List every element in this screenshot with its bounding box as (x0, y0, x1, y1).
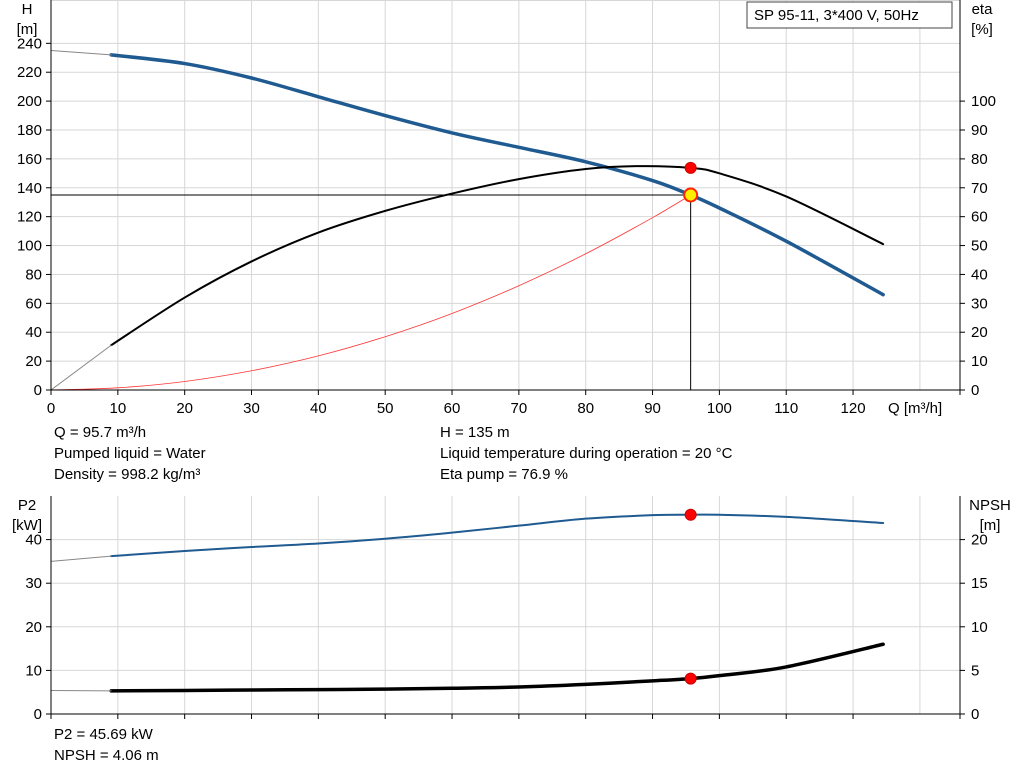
top-series-2-line (110, 165, 885, 347)
npsh-axis-unit: [m] (980, 517, 1001, 534)
p2-axis-unit: [kW] (12, 517, 42, 534)
h-axis-unit: [m] (17, 21, 38, 38)
info-line: NPSH = 4.06 m (54, 747, 159, 764)
bottom-info-col-0: P2 = 45.69 kW NPSH = 4.06 m (54, 724, 159, 766)
top-right-tick-label: 10 (971, 353, 988, 370)
top-right-tick-label: 20 (971, 324, 988, 341)
top-series-0-line (109, 53, 885, 297)
top-x-tick-label: 70 (511, 400, 528, 417)
bottom-left-tick-label: 40 (25, 532, 42, 549)
top-left-tick-label: 20 (25, 353, 42, 370)
eta-duty-point (684, 161, 697, 174)
bottom-left-tick-label: 10 (25, 662, 42, 679)
info-line: H = 135 m (440, 424, 510, 441)
top-left-tick-label: 40 (25, 324, 42, 341)
top-x-tick-label: 20 (176, 400, 193, 417)
top-right-tick-label: 0 (971, 382, 979, 399)
top-x-tick-label: 120 (841, 400, 866, 417)
top-series-3-line (50, 344, 112, 391)
top-series-4-line (50, 194, 692, 391)
bottom-series-0-line (110, 513, 885, 558)
top-right-tick-label: 50 (971, 238, 988, 255)
top-x-tick-label: 100 (707, 400, 732, 417)
chart-title-box: SP 95-11, 3*400 V, 50Hz (746, 1, 953, 29)
top-left-tick-label: 200 (17, 93, 42, 110)
p2-axis-title: P2 (18, 497, 36, 514)
top-left-tick-label: 140 (17, 180, 42, 197)
info-line: Liquid temperature during operation = 20… (440, 445, 733, 462)
top-right-tick-label: 100 (971, 93, 996, 110)
info-line: Pumped liquid = Water (54, 445, 206, 462)
chart-title: SP 95-11, 3*400 V, 50Hz (754, 7, 919, 24)
top-x-tick-label: 90 (644, 400, 661, 417)
npsh-duty-point (684, 672, 697, 685)
top-left-tick-label: 80 (25, 266, 42, 283)
eta-axis-unit: [%] (971, 21, 993, 38)
top-x-tick-label: 80 (577, 400, 594, 417)
bottom-grid (51, 496, 960, 714)
bottom-curves (50, 508, 885, 693)
npsh-axis-title: NPSH (969, 497, 1011, 514)
p2-duty-point (684, 508, 697, 521)
top-grid (51, 0, 960, 390)
top-right-tick-label: 70 (971, 180, 988, 197)
top-right-tick-label: 40 (971, 266, 988, 283)
top-axis-labels: H [m] eta [%] Q [m³/h] (17, 1, 994, 417)
top-left-tick-label: 180 (17, 122, 42, 139)
top-left-tick-label: 220 (17, 64, 42, 81)
top-left-tick-label: 60 (25, 295, 42, 312)
bottom-right-tick-label: 0 (971, 706, 979, 723)
bottom-left-tick-label: 20 (25, 619, 42, 636)
top-axes: 0204060801001201401601802002202400102030… (17, 0, 996, 417)
top-x-tick-label: 110 (774, 400, 798, 417)
q-axis-title: Q [m³/h] (888, 400, 942, 417)
top-x-tick-label: 60 (444, 400, 461, 417)
top-right-tick-label: 80 (971, 151, 988, 168)
top-right-tick-label: 60 (971, 209, 988, 226)
h-axis-title: H (22, 1, 33, 18)
bottom-right-tick-label: 15 (971, 575, 988, 592)
info-line: P2 = 45.69 kW (54, 726, 153, 743)
bottom-axis-labels: P2 [kW] NPSH [m] (12, 497, 1011, 534)
bottom-left-tick-label: 0 (34, 706, 42, 723)
top-x-tick-label: 0 (47, 400, 55, 417)
info-line: Q = 95.7 m³/h (54, 424, 147, 441)
bottom-left-tick-label: 30 (25, 575, 42, 592)
h-duty-point (683, 187, 699, 203)
top-x-tick-label: 40 (310, 400, 327, 417)
top-left-tick-label: 240 (17, 35, 42, 52)
top-left-tick-label: 0 (34, 382, 42, 399)
bottom-axes: 0 10 20 30 40 0 5 10 15 20 (25, 496, 988, 723)
top-x-tick-label: 50 (377, 400, 394, 417)
bottom-right-tick-label: 20 (971, 532, 988, 549)
top-right-tick-label: 30 (971, 295, 988, 312)
top-left-tick-label: 100 (17, 238, 42, 255)
top-info-col-0: Q = 95.7 m³/h Pumped liquid = Water Densit… (54, 422, 206, 485)
bottom-right-tick-label: 5 (971, 662, 979, 679)
bottom-right-tick-label: 10 (971, 619, 988, 636)
top-left-tick-label: 160 (17, 151, 42, 168)
top-series-1-line (50, 50, 112, 56)
eta-axis-title: eta (972, 1, 994, 18)
top-x-tick-label: 30 (243, 400, 260, 417)
info-line: Density = 998.2 kg/m³ (54, 466, 201, 483)
top-curves (50, 50, 885, 391)
top-info-col-1: H = 135 m Liquid temperature during opera… (440, 422, 732, 485)
top-left-tick-label: 120 (17, 209, 42, 226)
top-x-tick-label: 10 (109, 400, 126, 417)
bottom-series-2-line (109, 642, 885, 693)
info-line: Eta pump = 76.9 % (440, 466, 568, 483)
bottom-series-1-line (50, 555, 112, 562)
top-right-tick-label: 90 (971, 122, 988, 139)
